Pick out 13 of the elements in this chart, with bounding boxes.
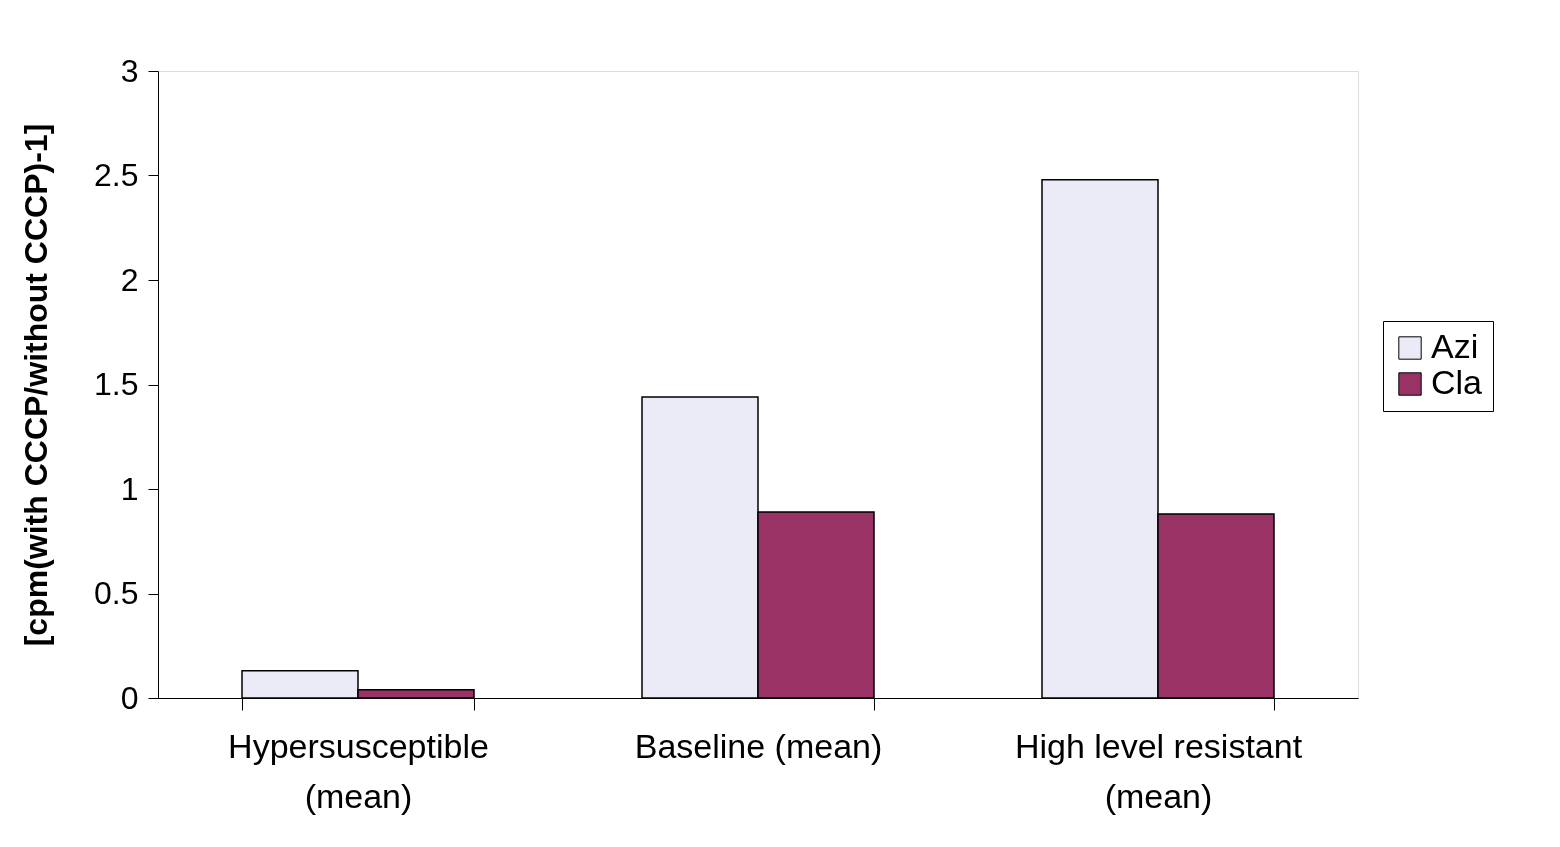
x-tick-label: High level resistant (mean) bbox=[1014, 726, 1303, 815]
y-tick-label: 3 bbox=[120, 52, 139, 89]
y-tick-label: 1 bbox=[120, 470, 139, 507]
legend-label: Azi bbox=[1431, 327, 1479, 365]
y-tick-label: 2.5 bbox=[94, 157, 139, 193]
y-tick-label: 1.5 bbox=[94, 366, 139, 402]
legend-label: Cla bbox=[1431, 363, 1483, 401]
y-tick-label: 2 bbox=[120, 261, 139, 298]
y-axis-title: [cpm(with CCCP/without CCCP)-1] bbox=[18, 123, 55, 647]
x-tick-label: Hypersusceptible (mean) bbox=[228, 726, 489, 815]
x-tick-label: Baseline (mean) bbox=[634, 726, 883, 765]
y-tick-label: 0.5 bbox=[94, 575, 139, 611]
y-tick-label: 0 bbox=[120, 679, 139, 716]
